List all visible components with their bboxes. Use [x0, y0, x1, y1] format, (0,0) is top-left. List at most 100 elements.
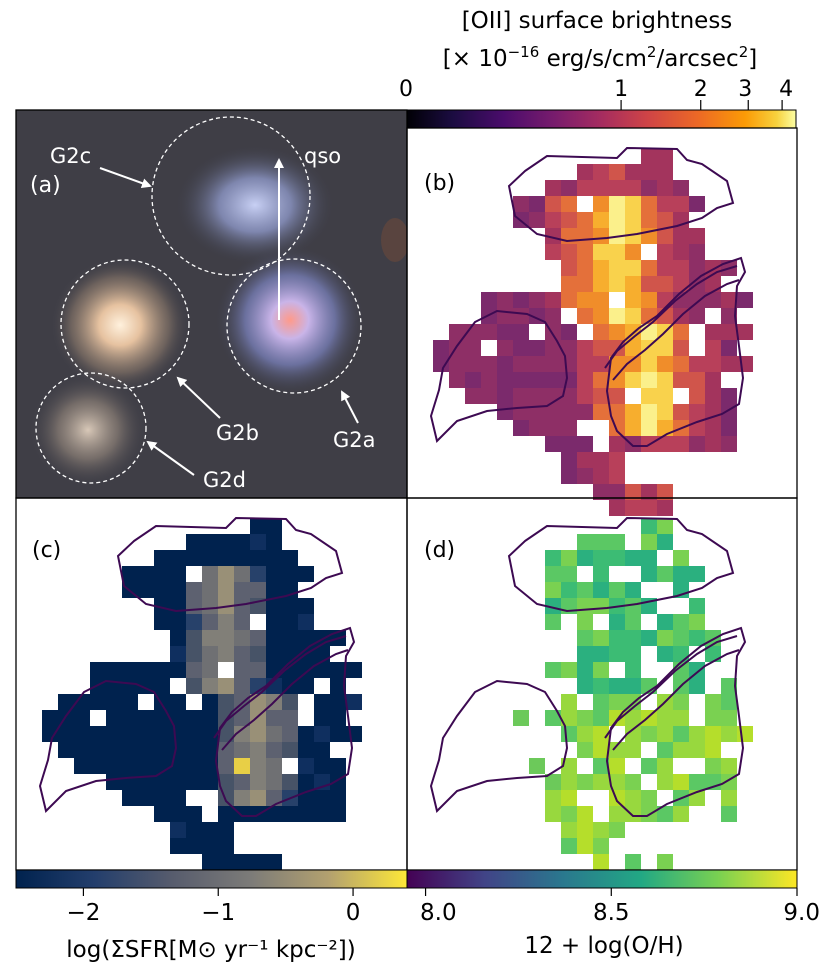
oh-pixel — [577, 806, 593, 822]
sfr-pixel — [170, 646, 186, 662]
sfr-pixel — [234, 854, 250, 870]
sfr-pixel — [122, 790, 138, 806]
oii-pixel — [497, 404, 513, 420]
oii-pixel — [593, 228, 609, 244]
sfr-pixel — [218, 742, 234, 758]
oh-pixel — [593, 550, 609, 566]
oh-pixel — [625, 774, 641, 790]
oii-pixel — [593, 372, 609, 388]
oii-pixel — [465, 356, 481, 372]
sfr-pixel — [138, 790, 154, 806]
sfr-pixel — [234, 566, 250, 582]
sfr-pixel — [170, 838, 186, 854]
oh-pixel — [593, 646, 609, 662]
sfr-pixel — [330, 790, 346, 806]
sfr-pixel — [234, 806, 250, 822]
oii-pixel — [593, 244, 609, 260]
oh-pixel — [657, 806, 673, 822]
oii-pixel — [609, 180, 625, 196]
oh-tick-label: 8.5 — [593, 900, 630, 926]
oh-pixel — [657, 566, 673, 582]
oh-pixel — [545, 598, 561, 614]
sfr-pixel — [250, 774, 266, 790]
sfr-pixel — [202, 758, 218, 774]
oii-pixel — [513, 308, 529, 324]
oii-pixel — [513, 372, 529, 388]
oii-pixel — [609, 164, 625, 180]
oh-pixel — [593, 838, 609, 854]
sfr-pixel — [298, 630, 314, 646]
sfr-pixel — [74, 726, 90, 742]
oh-pixel — [593, 582, 609, 598]
sfr-pixel — [170, 694, 186, 710]
sfr-pixel — [282, 566, 298, 582]
sfr-pixel — [250, 646, 266, 662]
oii-pixel — [609, 436, 625, 452]
oh-pixel — [721, 678, 737, 694]
oii-pixel — [689, 308, 705, 324]
contour-g2a — [605, 626, 747, 817]
oii-pixel — [561, 180, 577, 196]
oii-pixel — [561, 388, 577, 404]
sfr-pixel — [170, 614, 186, 630]
oii-pixel — [657, 196, 673, 212]
sfr-pixel — [250, 790, 266, 806]
oii-pixel — [497, 340, 513, 356]
oh-pixel — [641, 630, 657, 646]
oii-pixel — [545, 308, 561, 324]
oii-pixel — [673, 260, 689, 276]
oii-pixel — [689, 356, 705, 372]
oii-pixel — [657, 164, 673, 180]
unit-sq: 2 — [647, 43, 657, 61]
sfr-pixel — [106, 774, 122, 790]
oii-pixel — [641, 420, 657, 436]
oii-pixel — [609, 484, 625, 500]
sfr-pixel — [186, 726, 202, 742]
oh-pixel — [593, 598, 609, 614]
oii-pixel — [721, 436, 737, 452]
oh-pixel — [625, 550, 641, 566]
circle-g2d — [35, 372, 147, 484]
oh-pixel — [705, 726, 721, 742]
sfr-pixel — [314, 710, 330, 726]
sfr-pixel — [266, 534, 282, 550]
oh-pixel — [641, 790, 657, 806]
sfr-pixel — [330, 662, 346, 678]
oh-pixel — [561, 774, 577, 790]
oh-pixel — [561, 790, 577, 806]
sfr-pixel — [138, 742, 154, 758]
sfr-pixel — [218, 790, 234, 806]
oii-pixel — [593, 292, 609, 308]
circle-g2c — [151, 116, 311, 276]
contour-g2c — [116, 516, 344, 613]
oii-pixel — [529, 196, 545, 212]
oh-pixel — [545, 550, 561, 566]
sfr-pixel — [186, 534, 202, 550]
oh-pixel — [689, 742, 705, 758]
oh-pixel — [545, 774, 561, 790]
oii-pixel — [721, 308, 737, 324]
oii-pixel — [449, 356, 465, 372]
oh-pixel — [625, 854, 641, 870]
oii-pixel — [561, 436, 577, 452]
oii-colorbar-title-line2: [× 10−16 erg/s/cm2/arcsec2] — [443, 43, 757, 72]
oii-pixel — [529, 212, 545, 228]
oii-pixel — [433, 340, 449, 356]
sfr-pixel — [170, 742, 186, 758]
oh-pixel — [657, 646, 673, 662]
sfr-pixel — [314, 758, 330, 774]
sfr-pixel — [202, 646, 218, 662]
oii-pixel — [465, 372, 481, 388]
sfr-pixel — [90, 758, 106, 774]
oh-pixel — [593, 822, 609, 838]
oii-pixel — [705, 420, 721, 436]
sfr-pixel — [106, 662, 122, 678]
sfr-pixel — [186, 614, 202, 630]
oii-pixel — [481, 388, 497, 404]
sfr-pixel — [234, 710, 250, 726]
sfr-pixel — [202, 774, 218, 790]
sfr-pixel — [106, 742, 122, 758]
oh-pixel — [609, 806, 625, 822]
oii-pixel — [721, 292, 737, 308]
panel-a-image — [16, 110, 407, 498]
